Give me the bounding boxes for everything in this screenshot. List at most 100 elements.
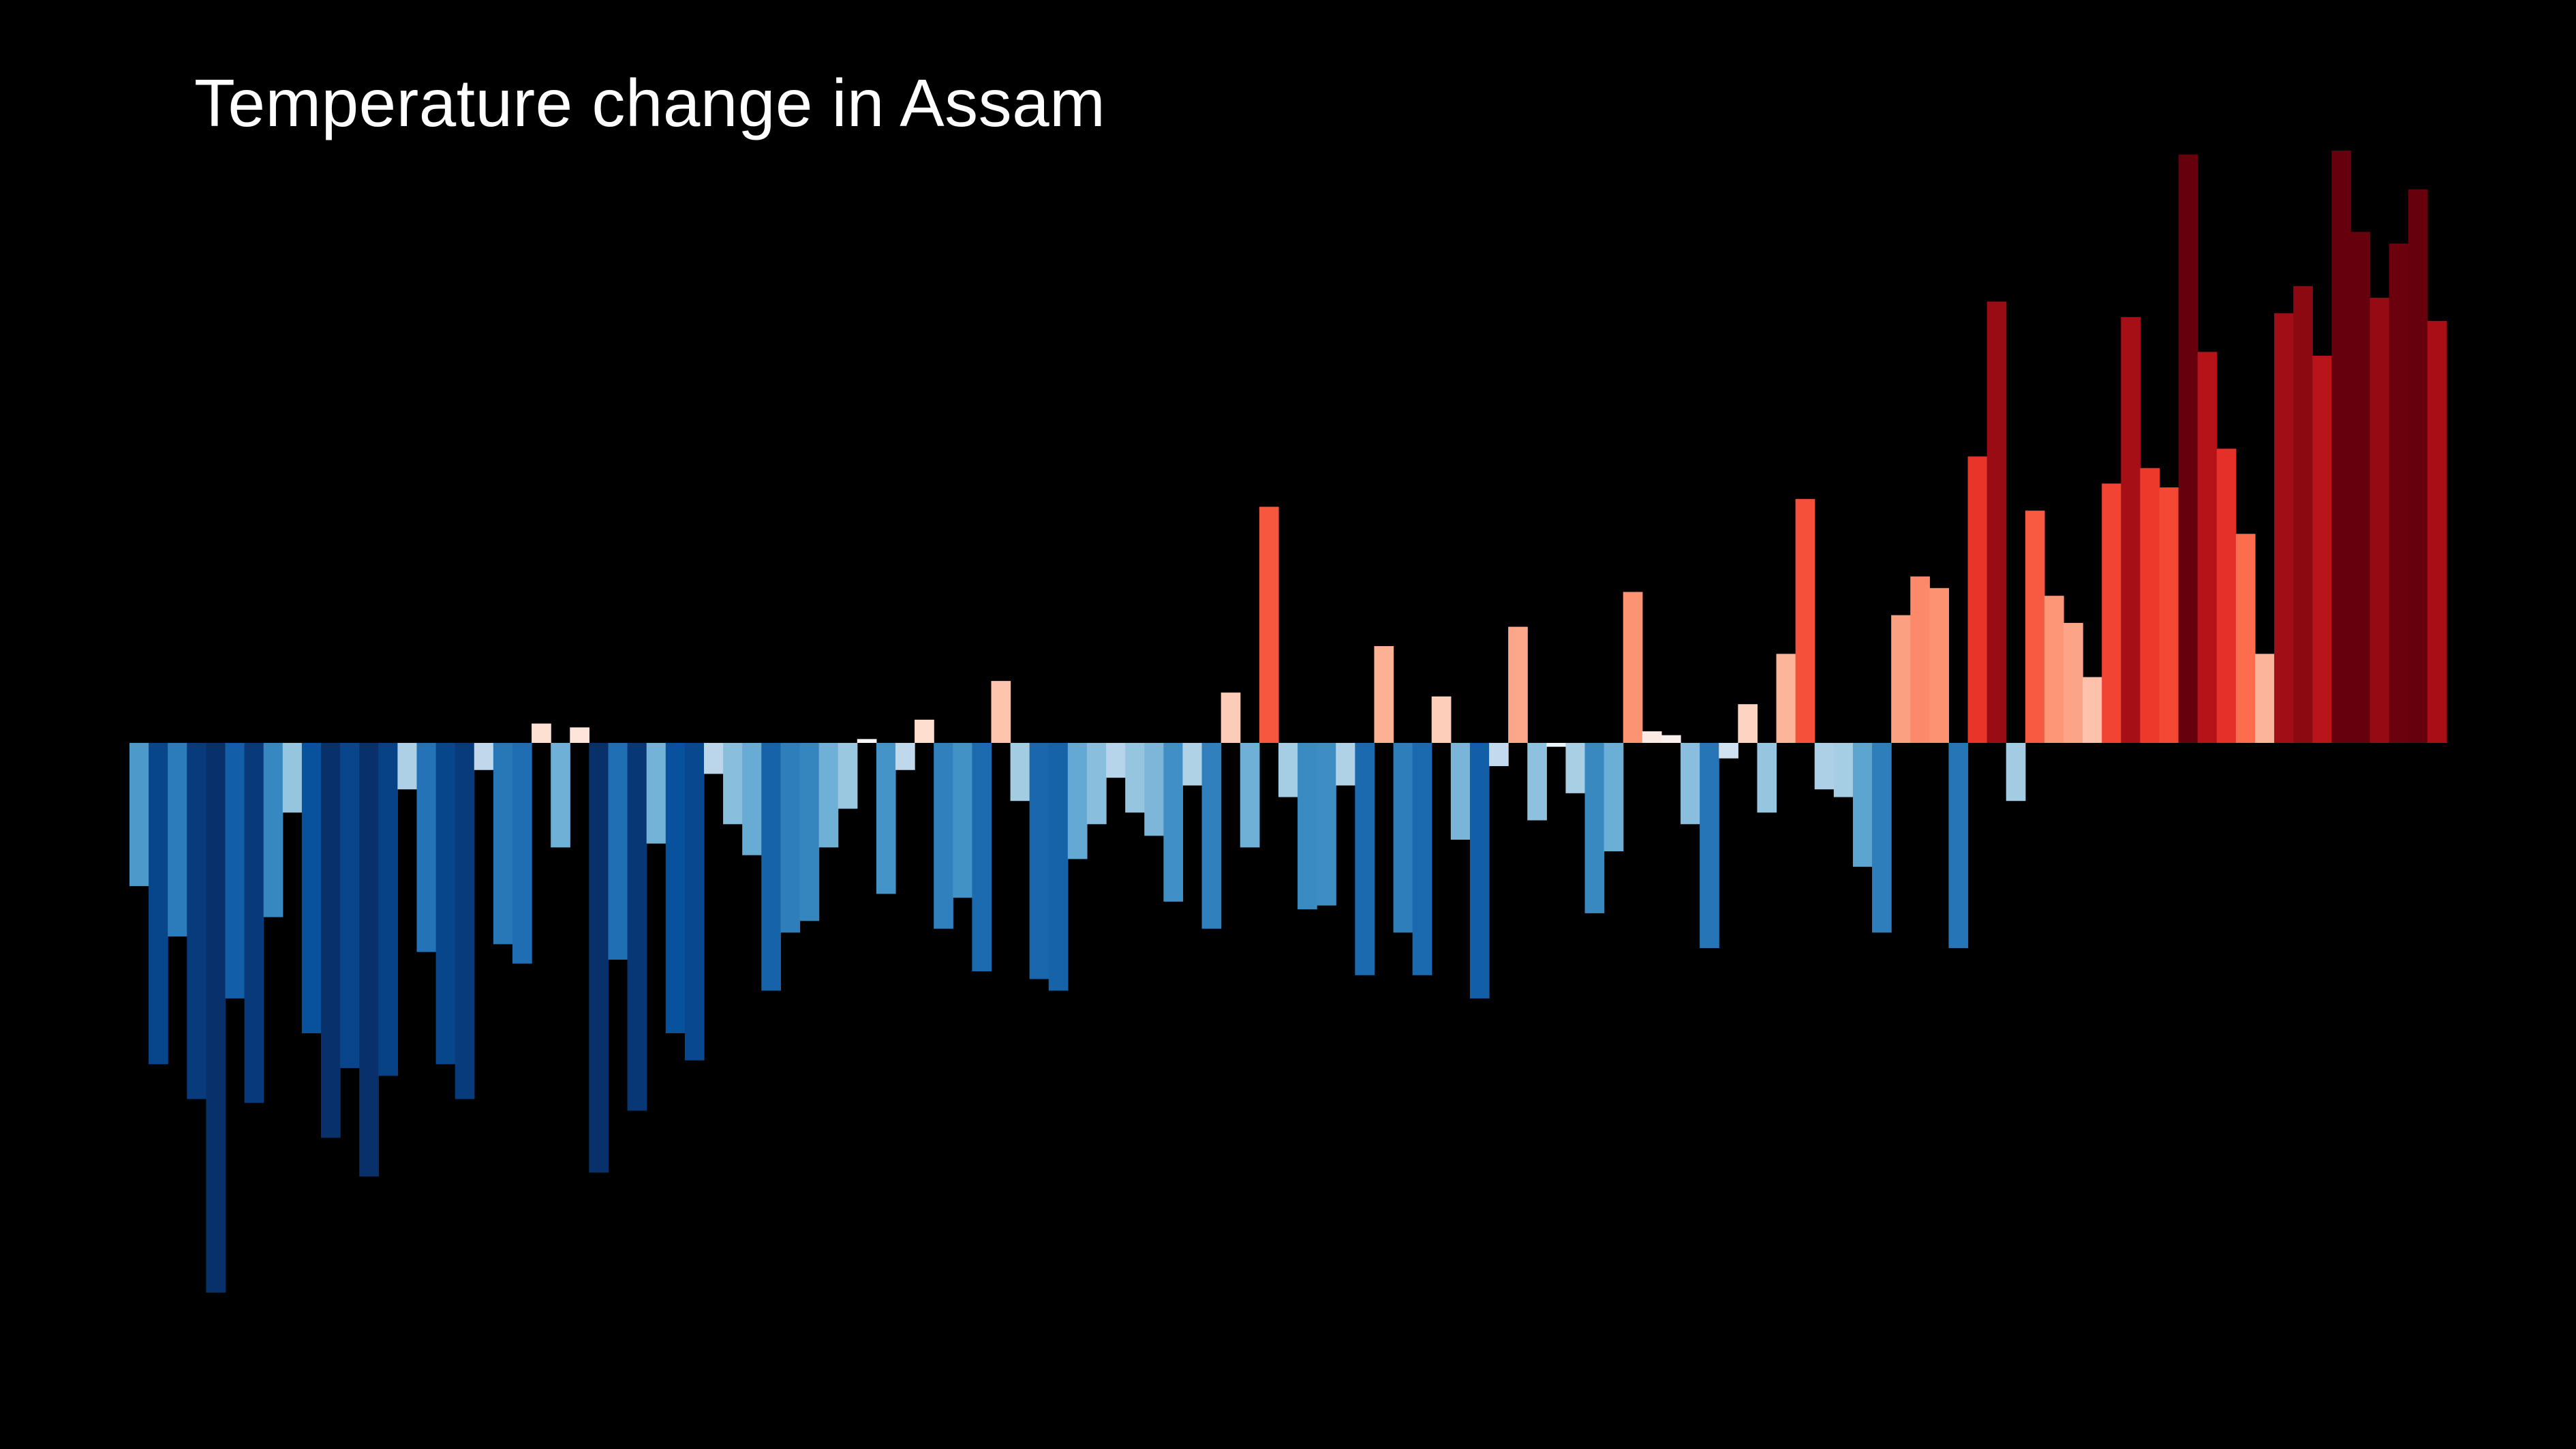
bar-14 — [397, 743, 418, 790]
bar-56 — [1201, 743, 1222, 929]
bar-59 — [1259, 506, 1279, 743]
bar-95 — [1948, 743, 1969, 949]
bar-93 — [1910, 576, 1930, 743]
bar-50 — [1086, 743, 1107, 825]
bar-119 — [2408, 189, 2428, 743]
bar-2 — [168, 743, 187, 936]
bar-38 — [857, 739, 877, 743]
bar-97 — [1987, 301, 2007, 744]
bar-45 — [991, 681, 1011, 743]
bar-26 — [627, 743, 647, 1111]
bar-67 — [1412, 743, 1432, 975]
bar-113 — [2293, 286, 2313, 743]
bar-115 — [2331, 150, 2352, 743]
bar-92 — [1891, 615, 1911, 743]
bar-105 — [2140, 468, 2160, 743]
bar-34 — [780, 743, 801, 933]
bar-60 — [1278, 743, 1298, 797]
bar-54 — [1163, 743, 1184, 902]
bar-33 — [761, 743, 781, 991]
bar-49 — [1067, 743, 1088, 859]
bar-77 — [1604, 743, 1624, 852]
bar-52 — [1125, 743, 1145, 813]
bar-18 — [474, 743, 494, 770]
bar-15 — [416, 743, 437, 952]
bar-55 — [1182, 743, 1203, 786]
bar-27 — [646, 743, 666, 844]
bar-5 — [225, 743, 245, 998]
bar-82 — [1700, 743, 1719, 949]
bar-85 — [1757, 743, 1777, 813]
bar-75 — [1565, 743, 1586, 793]
bar-24 — [589, 743, 609, 1173]
bar-7 — [263, 743, 283, 917]
bar-19 — [493, 743, 513, 945]
bars-group — [129, 150, 2447, 1293]
bar-53 — [1144, 743, 1164, 836]
bar-108 — [2197, 352, 2218, 743]
bar-71 — [1489, 743, 1509, 767]
bar-78 — [1623, 592, 1643, 743]
bar-9 — [301, 743, 322, 1033]
bar-36 — [818, 743, 839, 848]
bar-16 — [435, 743, 456, 1065]
bar-104 — [2121, 317, 2141, 743]
bar-4 — [206, 743, 226, 1293]
bar-66 — [1393, 743, 1413, 933]
bar-61 — [1298, 743, 1317, 910]
bar-32 — [742, 743, 762, 855]
bar-17 — [455, 743, 475, 1099]
bar-89 — [1833, 743, 1854, 797]
bar-80 — [1661, 735, 1681, 743]
bar-88 — [1814, 743, 1835, 790]
bar-41 — [915, 719, 934, 743]
bar-69 — [1450, 743, 1471, 840]
bar-84 — [1738, 704, 1758, 743]
bar-48 — [1048, 743, 1069, 991]
bar-25 — [608, 743, 628, 960]
bar-81 — [1681, 743, 1700, 825]
bar-11 — [340, 743, 360, 1069]
bar-109 — [2216, 448, 2237, 743]
bar-29 — [684, 743, 705, 1061]
bar-83 — [1719, 743, 1738, 759]
chart-title: Temperature change in Assam — [194, 65, 1106, 140]
bar-63 — [1336, 743, 1355, 786]
bar-57 — [1221, 692, 1241, 743]
bar-110 — [2235, 534, 2256, 743]
bar-99 — [2025, 510, 2045, 743]
bar-72 — [1508, 626, 1528, 743]
bar-74 — [1546, 743, 1567, 747]
bar-30 — [703, 743, 724, 774]
bar-47 — [1029, 743, 1049, 979]
bar-23 — [570, 727, 589, 743]
bar-87 — [1795, 499, 1815, 743]
bar-103 — [2102, 483, 2121, 743]
bar-6 — [244, 743, 264, 1103]
bar-35 — [799, 743, 820, 921]
bar-65 — [1374, 646, 1394, 743]
bar-70 — [1469, 743, 1490, 998]
bar-68 — [1431, 696, 1452, 743]
bar-62 — [1317, 743, 1336, 906]
bar-107 — [2178, 154, 2198, 743]
bar-44 — [972, 743, 992, 972]
bar-3 — [187, 743, 206, 1099]
bar-102 — [2083, 677, 2102, 743]
bar-42 — [934, 743, 953, 929]
bar-46 — [1010, 743, 1030, 802]
bar-100 — [2044, 596, 2064, 743]
bar-12 — [359, 743, 379, 1177]
bar-116 — [2350, 232, 2371, 743]
bar-106 — [2159, 487, 2179, 743]
bar-20 — [512, 743, 532, 964]
bar-0 — [129, 743, 149, 887]
bar-120 — [2427, 320, 2447, 743]
bar-39 — [876, 743, 896, 894]
bar-86 — [1776, 654, 1796, 743]
bar-64 — [1355, 743, 1375, 975]
bar-21 — [532, 723, 551, 743]
bar-111 — [2255, 654, 2275, 743]
bar-43 — [953, 743, 972, 898]
